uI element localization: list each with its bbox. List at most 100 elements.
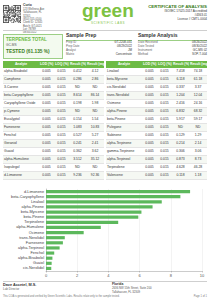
html-text:Farnesene: Farnesene xyxy=(4,125,21,129)
svg-text:alpha-Bisabolol: alpha-Bisabolol xyxy=(18,256,44,260)
html-text:0.005: 0.005 xyxy=(42,93,51,97)
html-text:0.412: 0.412 xyxy=(73,69,82,73)
svg-text:alpha-Humulene: alpha-Humulene xyxy=(16,225,44,229)
html-text:Lot: 78789: Lot: 78789 xyxy=(23,27,36,31)
html-text:08/29/2022: 08/29/2022 xyxy=(117,44,132,48)
html-text:86.14: 86.14 xyxy=(90,93,100,97)
html-text:Prep ID: Prep ID xyxy=(66,40,77,44)
html-text:8.614: 8.614 xyxy=(73,93,82,97)
svg-text:4: 4 xyxy=(107,273,110,278)
html-text:08/26/2022: 08/26/2022 xyxy=(192,40,207,44)
svg-text:Ocimene: Ocimene xyxy=(29,231,44,235)
html-text:32301: 32301 xyxy=(23,14,31,18)
html-text:0.154: 0.154 xyxy=(73,117,82,121)
html-text:Camphene: Camphene xyxy=(4,77,21,81)
html-text:CERTIFICATE OF ANALYSIS: CERTIFICATE OF ANALYSIS xyxy=(148,4,207,9)
html-text:0.015: 0.015 xyxy=(57,109,66,113)
html-text:TERPENES TOTAL: TERPENES TOTAL xyxy=(6,37,47,42)
svg-text:6: 6 xyxy=(138,273,141,278)
svg-text:d-Limonene: d-Limonene xyxy=(24,190,44,194)
svg-text:10: 10 xyxy=(200,273,205,278)
html-text:0.015: 0.015 xyxy=(57,125,66,129)
html-text:Tallahassee, FL: Tallahassee, FL xyxy=(23,11,42,15)
html-text:0.005: 0.005 xyxy=(42,85,51,89)
html-text:0.198: 0.198 xyxy=(73,101,82,105)
html-text:0.005: 0.005 xyxy=(42,109,51,113)
html-text:Concentrate: Concentrate xyxy=(115,52,132,56)
html-text:p-Cymene: p-Cymene xyxy=(4,109,20,113)
html-text:Curio: Curio xyxy=(23,3,32,7)
html-text:3-Carene: 3-Carene xyxy=(4,85,19,89)
html-text:ND: ND xyxy=(75,109,80,113)
html-text:GC-MS: GC-MS xyxy=(6,43,17,47)
html-text:#4363.01: #4363.01 xyxy=(194,13,207,17)
html-text:License # CMTL-0004: License # CMTL-0004 xyxy=(177,17,207,21)
svg-text:Guaiol: Guaiol xyxy=(33,261,44,265)
html-text:0.015: 0.015 xyxy=(57,69,66,73)
html-text:alpha-Bisabolol: alpha-Bisabolol xyxy=(4,69,28,73)
html-text:4.12: 4.12 xyxy=(91,69,99,73)
html-text:ND: ND xyxy=(92,109,98,113)
html-text:TESTED (61.135 %): TESTED (61.135 %) xyxy=(6,49,50,54)
html-text:Caryophyllene Oxide: Caryophyllene Oxide xyxy=(4,101,36,105)
html-text:08/30/2022: 08/30/2022 xyxy=(23,31,37,35)
html-text:1.083: 1.083 xyxy=(73,125,82,129)
html-text:ND: ND xyxy=(75,85,80,89)
html-text:ISO/IEC 17025:2017 Accredited: ISO/IEC 17025:2017 Accredited xyxy=(164,9,207,13)
html-text:green: green xyxy=(82,0,134,21)
html-text:0.015: 0.015 xyxy=(57,77,66,81)
svg-text:8: 8 xyxy=(170,273,173,278)
svg-text:trans-Nerolidol: trans-Nerolidol xyxy=(19,236,44,240)
html-text:0.286: 0.286 xyxy=(73,77,82,81)
svg-text:Farnesene: Farnesene xyxy=(26,241,44,245)
html-text:2.86: 2.86 xyxy=(91,77,99,81)
html-text:Matrix: Matrix xyxy=(66,52,75,56)
html-text:Analyst: Analyst xyxy=(66,48,76,52)
svg-text:2: 2 xyxy=(76,273,79,278)
html-text:SCIENTIFIC LABS: SCIENTIFIC LABS xyxy=(91,20,126,25)
html-text:Lab Director: Lab Director xyxy=(3,286,20,291)
html-text:0.005: 0.005 xyxy=(42,117,51,121)
html-text:Eucalyptol: Eucalyptol xyxy=(4,117,20,121)
html-text:0.005: 0.005 xyxy=(42,101,51,105)
svg-text:0: 0 xyxy=(45,273,48,278)
svg-text:Fenchol: Fenchol xyxy=(30,251,44,255)
html-text:Batch: GT-0021: Batch: GT-0021 xyxy=(23,24,42,28)
html-text:LOD (%) LOQ (%) Result (%): LOD (%) LOQ (%) Result (%) xyxy=(40,62,87,66)
html-text:Tallahassee, FL 32309: Tallahassee, FL 32309 xyxy=(112,289,140,294)
svg-text:beta-Caryophyllene: beta-Caryophyllene xyxy=(11,195,44,199)
html-text:Prep Date: Prep Date xyxy=(66,44,80,48)
html-text:beta-Caryophyllene: beta-Caryophyllene xyxy=(4,93,34,97)
html-text:1.54: 1.54 xyxy=(91,117,99,121)
svg-text:alpha-Pinene: alpha-Pinene xyxy=(22,205,44,209)
html-text:SOP-T-004: SOP-T-004 xyxy=(192,52,207,56)
html-text:Method: Method xyxy=(138,52,148,56)
html-text:ND: ND xyxy=(92,85,98,89)
html-text:0.015: 0.015 xyxy=(57,117,66,121)
svg-text:cis-Nerolidol: cis-Nerolidol xyxy=(23,266,44,270)
svg-text:beta-Myrcene: beta-Myrcene xyxy=(21,210,44,214)
html-text:0.015: 0.015 xyxy=(57,93,66,97)
html-text:Date Received: Date Received xyxy=(138,40,158,44)
html-text:Date Tested: Date Tested xyxy=(138,44,154,48)
html-text:1.98: 1.98 xyxy=(91,101,99,105)
html-text:0.005: 0.005 xyxy=(42,125,51,129)
html-text:0.005: 0.005 xyxy=(42,69,51,73)
svg-text:Linalool: Linalool xyxy=(31,200,44,204)
html-text:0.005: 0.005 xyxy=(42,77,51,81)
svg-text:beta-Pinene: beta-Pinene xyxy=(24,215,44,219)
html-text:GC-MS 02: GC-MS 02 xyxy=(192,48,207,52)
html-text:Analyte: Analyte xyxy=(14,62,28,66)
html-text:Instrument: Instrument xyxy=(138,48,153,52)
html-text:(850) 555-0100: (850) 555-0100 xyxy=(23,17,42,21)
svg-text:Terpinolene: Terpinolene xyxy=(24,220,44,224)
svg-text:alpha-Terpineol: alpha-Terpineol xyxy=(18,246,44,250)
html-text:0.015: 0.015 xyxy=(57,101,66,105)
html-text:Client ID: 12345: Client ID: 12345 xyxy=(23,21,43,25)
html-text:0.015: 0.015 xyxy=(57,85,66,89)
html-text:Sample Prep: Sample Prep xyxy=(66,32,97,38)
html-text:JM: JM xyxy=(128,48,132,52)
html-text:GT-2208-031: GT-2208-031 xyxy=(114,40,132,44)
html-text:Sample Analysis: Sample Analysis xyxy=(138,32,178,38)
html-text:08/30/2022: 08/30/2022 xyxy=(192,44,207,48)
